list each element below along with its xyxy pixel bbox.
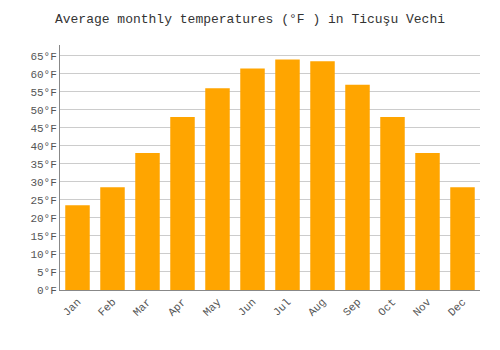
- svg-text:25°F: 25°F: [30, 195, 56, 207]
- svg-text:10°F: 10°F: [30, 249, 56, 261]
- svg-text:Jan: Jan: [61, 296, 83, 318]
- svg-text:5°F: 5°F: [37, 267, 57, 279]
- svg-text:Sep: Sep: [341, 296, 363, 318]
- svg-text:Mar: Mar: [131, 296, 153, 318]
- svg-text:30°F: 30°F: [30, 177, 56, 189]
- svg-text:20°F: 20°F: [30, 213, 56, 225]
- svg-text:Dec: Dec: [446, 296, 468, 318]
- svg-text:0°F: 0°F: [37, 285, 57, 297]
- svg-text:Feb: Feb: [96, 296, 118, 318]
- svg-text:May: May: [201, 296, 224, 319]
- svg-text:65°F: 65°F: [30, 51, 56, 63]
- svg-text:15°F: 15°F: [30, 231, 56, 243]
- svg-text:Average monthly temperatures (: Average monthly temperatures (°F ) in Ti…: [55, 12, 445, 27]
- svg-text:50°F: 50°F: [30, 105, 56, 117]
- svg-text:35°F: 35°F: [30, 159, 56, 171]
- svg-text:Aug: Aug: [306, 296, 328, 318]
- svg-text:40°F: 40°F: [30, 141, 56, 153]
- svg-text:Nov: Nov: [411, 296, 434, 319]
- svg-text:55°F: 55°F: [30, 87, 56, 99]
- svg-text:Oct: Oct: [376, 296, 398, 318]
- svg-text:Apr: Apr: [166, 296, 188, 318]
- svg-text:Jul: Jul: [271, 296, 293, 318]
- svg-text:60°F: 60°F: [30, 69, 56, 81]
- svg-text:Jun: Jun: [236, 296, 258, 318]
- svg-text:45°F: 45°F: [30, 123, 56, 135]
